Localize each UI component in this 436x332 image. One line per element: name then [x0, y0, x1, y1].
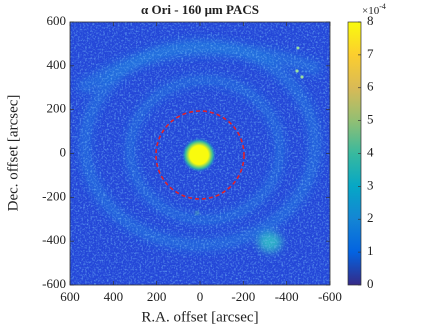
- y-tick-label: 0: [60, 144, 67, 159]
- x-tick-label: -200: [231, 289, 255, 304]
- y-tick-label: -600: [42, 276, 66, 291]
- y-tick-label: -200: [42, 188, 66, 203]
- colorbar-tick-label: 8: [367, 13, 374, 28]
- heatmap-image: [70, 22, 330, 285]
- y-tick-label: 600: [47, 13, 67, 28]
- x-tick-label: -400: [275, 289, 299, 304]
- y-axis-label: Dec. offset [arcsec]: [5, 95, 21, 212]
- x-axis-label: R.A. offset [arcsec]: [141, 309, 258, 325]
- colorbar-tick-label: 5: [367, 112, 374, 127]
- colorbar-scale-exponent: -4: [379, 2, 386, 11]
- colorbar-tick-label: 0: [367, 276, 374, 291]
- colorbar-tick-label: 7: [367, 46, 374, 61]
- y-tick-label: -400: [42, 232, 66, 247]
- colorbar-tick-label: 6: [367, 79, 374, 94]
- colorbar-scale-base: ×10: [362, 5, 380, 17]
- x-tick-label: 0: [197, 289, 204, 304]
- x-tick-label: 600: [60, 289, 80, 304]
- colorbar-tick-label: 4: [367, 144, 374, 159]
- colorbar-tick-label: 1: [367, 243, 374, 258]
- colorbar-scale: ×10-4: [362, 2, 386, 17]
- chart-title: α Ori - 160 μm PACS: [141, 2, 259, 17]
- y-tick-label: 400: [47, 57, 67, 72]
- x-tick-label: 200: [147, 289, 167, 304]
- x-tick-label: 400: [104, 289, 124, 304]
- y-tick-label: 200: [47, 101, 67, 116]
- x-tick-label: -600: [318, 289, 342, 304]
- colorbar-tick-label: 2: [367, 210, 374, 225]
- colorbar-tick-label: 3: [367, 177, 374, 192]
